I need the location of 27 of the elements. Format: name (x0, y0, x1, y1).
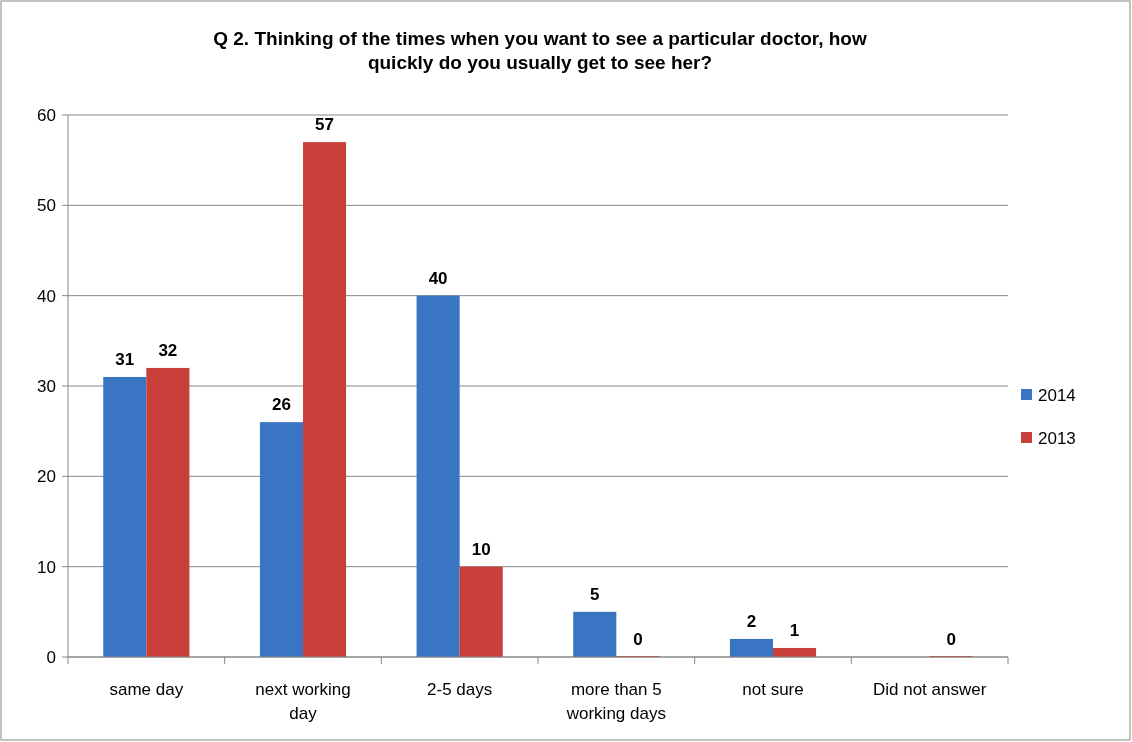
legend-label: 2013 (1038, 429, 1076, 448)
data-label: 40 (428, 268, 448, 288)
y-tick-label: 30 (37, 377, 56, 396)
data-label: 0 (633, 630, 643, 649)
x-tick-label: 2-5 days (427, 680, 493, 699)
y-tick-label: 50 (37, 196, 56, 216)
x-tick-label: Did not answer (872, 680, 987, 699)
data-label: 31 (115, 349, 135, 369)
data-label: 26 (272, 395, 291, 415)
y-tick-label: 60 (37, 106, 56, 125)
data-label: 32 (158, 340, 178, 360)
data-label: 10 (471, 539, 491, 559)
data-label: 57 (315, 115, 334, 135)
y-tick-label: 40 (37, 286, 56, 306)
y-tick-label: 20 (37, 467, 56, 487)
y-tick-label: 0 (46, 648, 56, 667)
data-label: 2 (746, 611, 757, 631)
x-tick-label: next working day (255, 680, 351, 723)
data-label: 1 (789, 620, 800, 640)
data-label: 0 (946, 630, 956, 649)
data-label: 5 (590, 584, 600, 604)
x-tick-label: not sure (742, 680, 804, 699)
y-tick-label: 10 (37, 557, 56, 577)
legend-label: 2014 (1038, 386, 1076, 405)
x-tick-label: more than 5 working days (565, 680, 666, 723)
x-tick-label: same day (109, 680, 184, 699)
chart-title: Q 2. Thinking of the times when you want to see a particular doctor, how quickly do you usually get to see her? (213, 28, 867, 73)
